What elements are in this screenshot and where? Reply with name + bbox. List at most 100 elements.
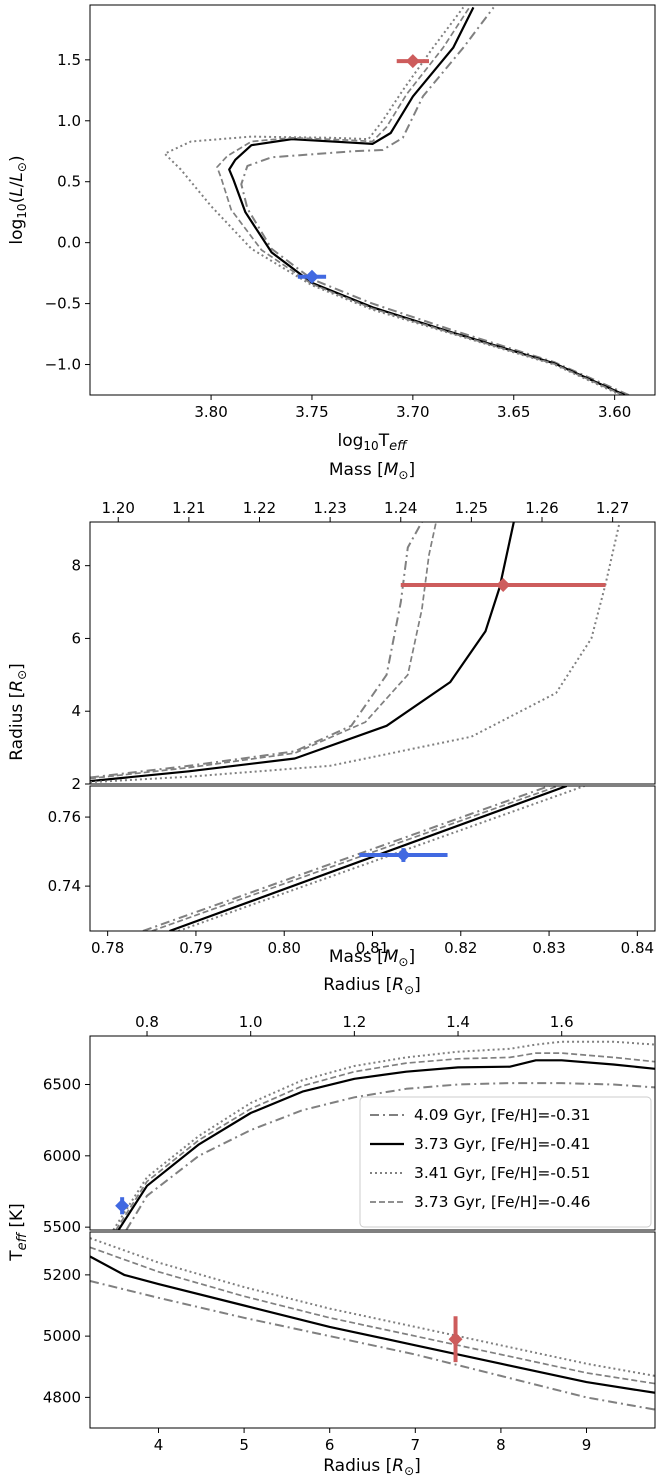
mr-bottom-xtick-label: 0.79	[179, 939, 212, 957]
hr-series-solid	[228, 6, 626, 395]
hr-ylabel-part: log	[7, 219, 27, 245]
rt-top-series-solid	[117, 1059, 655, 1230]
mr-top-xtick-label: 1.25	[455, 499, 488, 517]
hr-xtick-label: 3.70	[396, 403, 429, 421]
hr-star-red-marker	[405, 54, 420, 69]
rt-star-blue-marker	[115, 1198, 130, 1213]
mr-bottom-xlabel-part: ⊙	[398, 955, 408, 969]
rt-bottom-xlabel-part: R	[392, 1456, 404, 1476]
mr-bottom-series-solid	[169, 786, 568, 931]
mr-ylabel-part: R	[7, 680, 27, 692]
mr-star-red-marker	[496, 577, 511, 592]
mr-bottom-xlabel-part: M	[384, 947, 399, 967]
mr-bottom-xtick-label: 0.81	[356, 939, 389, 957]
rt-bottom-ytick-label: 4800	[43, 1388, 81, 1406]
mr-top-xtick-label: 1.23	[313, 499, 346, 517]
mr-top-xlabel: Mass [M⊙]	[329, 460, 415, 482]
rt-ylabel-part: T	[7, 1250, 27, 1262]
hr-star-blue-marker	[304, 269, 319, 284]
hr-ylabel-part: )	[7, 155, 27, 162]
rt-top-xtick-label: 1.0	[239, 1013, 263, 1031]
hr-xtick-label: 3.80	[194, 403, 227, 421]
mr-bottom-xtick-label: 0.78	[91, 939, 124, 957]
rt-top-xtick-label: 1.6	[550, 1013, 574, 1031]
legend-label: 4.09 Gyr, [Fe/H]=-0.31	[414, 1106, 591, 1124]
hr-ytick-label: −1.0	[45, 356, 81, 374]
hr-xlabel: log10Teff	[338, 431, 409, 454]
radius-teff: 0.8 1.0 1.2 1.4 1.6 4 5 6 7 8 9 5500 6000 6500 4800 500…	[7, 975, 656, 1478]
legend: 4.09 Gyr, [Fe/H]=-0.31 3.73 Gyr, [Fe/H]=-…	[359, 1096, 652, 1228]
mr-top-xtick-label: 1.24	[384, 499, 417, 517]
rt-bottom-series-dotted	[90, 1237, 655, 1377]
mr-top-xtick-label: 1.20	[102, 499, 135, 517]
hr-ylabel-part: L	[7, 187, 27, 196]
mr-top-ytick-label: 8	[71, 557, 81, 575]
hr-ylabel-part: ⊙	[15, 162, 29, 172]
mr-bottom-xlabel: Mass [M⊙]	[329, 947, 415, 969]
hr-xlabel-part: log	[338, 431, 364, 451]
mr-ylabel: Radius [R⊙]	[7, 663, 29, 761]
mr-top-xtick-label: 1.27	[596, 499, 629, 517]
hr-ylabel-part: /	[7, 181, 27, 187]
mr-star-blue-marker	[396, 848, 411, 863]
mr-top-ytick-label: 2	[71, 775, 81, 793]
legend-label: 3.73 Gyr, [Fe/H]=-0.41	[414, 1135, 591, 1153]
hr-ytick-label: 1.5	[57, 51, 81, 69]
hr-series-dashdot	[240, 6, 630, 395]
rt-bottom-series-dashed	[90, 1246, 655, 1385]
mr-ylabel-part: ]	[7, 663, 27, 670]
rt-top-ytick-label: 6000	[43, 1147, 81, 1165]
mr-top-series-solid	[90, 522, 515, 783]
rt-bottom-series-solid	[90, 1255, 655, 1394]
mr-bottom-xtick-label: 0.84	[621, 939, 654, 957]
hr-xtick-label: 3.65	[497, 403, 530, 421]
mr-ylabel-part: Radius [	[7, 692, 27, 761]
rt-bottom-xtick-label: 7	[411, 1436, 421, 1454]
hr-ytick-label: −0.5	[45, 295, 81, 313]
mr-bottom-xtick-label: 0.80	[268, 939, 301, 957]
hr-series-dotted	[163, 6, 622, 395]
rt-ylabel-part: [K]	[7, 1203, 27, 1233]
rt-bottom-ytick-label: 5200	[43, 1266, 81, 1284]
legend-label: 3.73 Gyr, [Fe/H]=-0.46	[414, 1193, 591, 1211]
hr-ylabel-part: (	[7, 197, 27, 204]
mr-ylabel-part: ⊙	[15, 670, 29, 680]
mr-top-xtick-label: 1.21	[172, 499, 205, 517]
hr-ytick-label: 1.0	[57, 112, 81, 130]
hr-ytick-label: 0.0	[57, 234, 81, 252]
rt-bottom-xlabel-part: Radius [	[323, 1456, 392, 1476]
hr-ytick-label: 0.5	[57, 173, 81, 191]
rt-bottom-xtick-label: 4	[154, 1436, 164, 1454]
rt-top-xlabel: Radius [R⊙]	[323, 975, 421, 997]
rt-top-ytick-label: 5500	[43, 1218, 81, 1236]
mr-top-xtick-label: 1.22	[243, 499, 276, 517]
mr-bottom-xtick-label: 0.83	[532, 939, 565, 957]
hr-xlabel-part: eff	[389, 439, 408, 454]
rt-star-red-marker	[448, 1332, 463, 1347]
rt-bottom-ytick-label: 5000	[43, 1327, 81, 1345]
mr-top-xlabel-part: Mass [	[329, 460, 384, 480]
mr-top-ytick-label: 4	[71, 702, 81, 720]
rt-bottom-xtick-label: 5	[239, 1436, 249, 1454]
hr-series-dashed	[216, 6, 624, 395]
mr-top-xlabel-part: ]	[408, 460, 415, 480]
rt-top-xtick-label: 0.8	[135, 1013, 159, 1031]
mr-bottom-ytick-label: 0.76	[48, 808, 81, 826]
mr-top-series-dashdot	[90, 522, 423, 779]
rt-top-series-dashed	[115, 1052, 655, 1230]
mass-radius: 1.20 1.21 1.22 1.23 1.24 1.25 1.26 1.27 0.78 0.79…	[7, 460, 656, 969]
mr-top-series-dashed	[90, 522, 437, 780]
rt-bottom-xlabel: Radius [R⊙]	[323, 1456, 421, 1478]
rt-bottom-xtick-label: 8	[496, 1436, 506, 1454]
rt-top-xlabel-part: ⊙	[404, 983, 414, 997]
rt-ylabel: Teff [K]	[7, 1203, 30, 1262]
rt-bottom-xtick-label: 6	[325, 1436, 335, 1454]
rt-top-xtick-label: 1.2	[342, 1013, 366, 1031]
hr-xlabel-part: T	[378, 431, 390, 451]
rt-top-xlabel-part: R	[392, 975, 404, 995]
rt-top-series-dashdot	[125, 1082, 655, 1230]
rt-bottom-xtick-label: 9	[582, 1436, 592, 1454]
hr-xlabel-part: 10	[363, 439, 378, 453]
mr-bottom-frame	[89, 785, 656, 932]
